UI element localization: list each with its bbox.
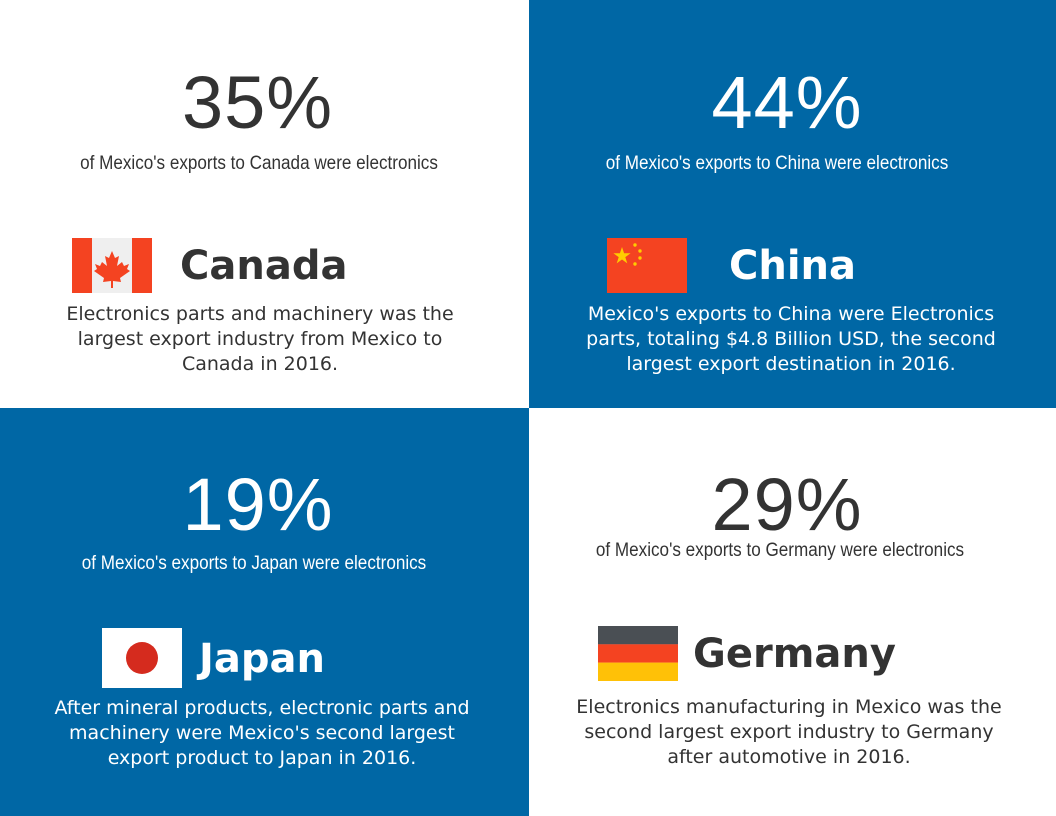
canada-country-name: Canada <box>180 243 348 289</box>
germany-country-name: Germany <box>693 631 896 677</box>
japan-flag-icon <box>102 628 182 688</box>
canada-panel: 35% of Mexico's exports to Canada were e… <box>0 0 529 408</box>
china-description: Mexico's exports to China were Electroni… <box>586 303 996 375</box>
china-subtitle: of Mexico's exports to China were electr… <box>605 153 949 174</box>
japan-percent: 19% <box>182 463 334 546</box>
canada-description: Electronics parts and machinery was the … <box>66 303 454 375</box>
japan-country-name: Japan <box>199 636 325 682</box>
japan-subtitle: of Mexico's exports to Japan were electr… <box>81 553 427 574</box>
canada-flag-icon <box>72 238 152 293</box>
japan-panel: 19% of Mexico's exports to Japan were el… <box>0 408 529 816</box>
china-country-name: China <box>729 243 857 289</box>
germany-flag-icon <box>598 626 678 681</box>
germany-panel: 29% of Mexico's exports to Germany were … <box>529 408 1056 816</box>
canada-subtitle: of Mexico's exports to Canada were elect… <box>80 153 438 174</box>
canada-percent: 35% <box>181 61 334 144</box>
germany-description: Electronics manufacturing in Mexico was … <box>576 696 1002 768</box>
china-flag-icon <box>607 238 687 293</box>
japan-description: After mineral products, electronic parts… <box>54 697 470 769</box>
germany-percent: 29% <box>711 463 863 546</box>
germany-subtitle: of Mexico's exports to Germany were elec… <box>595 540 965 561</box>
china-panel: 44% of Mexico's exports to China were el… <box>529 0 1056 408</box>
china-percent: 44% <box>711 61 863 144</box>
